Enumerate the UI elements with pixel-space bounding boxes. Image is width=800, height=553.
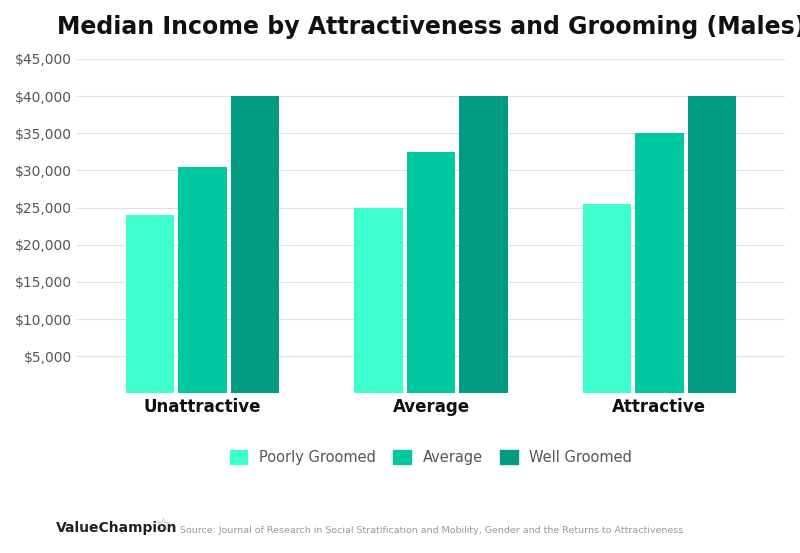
Bar bbox=[407, 152, 455, 393]
Bar bbox=[582, 204, 631, 393]
Text: ☆: ☆ bbox=[156, 516, 171, 534]
Bar bbox=[354, 207, 402, 393]
Bar bbox=[635, 133, 683, 393]
Text: Source: Journal of Research in Social Stratification and Mobility, Gender and th: Source: Journal of Research in Social St… bbox=[180, 526, 683, 535]
Legend: Poorly Groomed, Average, Well Groomed: Poorly Groomed, Average, Well Groomed bbox=[224, 444, 638, 471]
Bar bbox=[231, 96, 279, 393]
Bar bbox=[178, 167, 226, 393]
Text: ValueChampion: ValueChampion bbox=[56, 521, 178, 535]
Bar bbox=[126, 215, 174, 393]
Title: Median Income by Attractiveness and Grooming (Males): Median Income by Attractiveness and Groo… bbox=[57, 15, 800, 39]
Bar bbox=[459, 96, 508, 393]
Bar bbox=[688, 96, 736, 393]
